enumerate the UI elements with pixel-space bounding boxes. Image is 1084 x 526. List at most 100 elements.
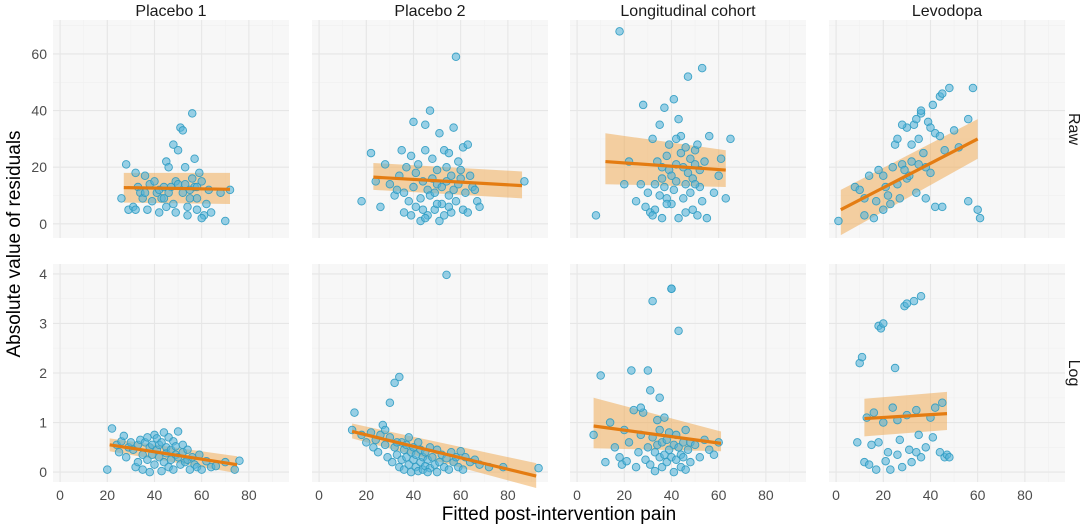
- y-tick-label: 0: [39, 216, 47, 232]
- data-point: [681, 208, 690, 217]
- data-point: [674, 114, 683, 124]
- data-point: [867, 440, 876, 450]
- data-point: [601, 457, 610, 467]
- x-tick-label: 80: [1017, 487, 1033, 503]
- data-point: [879, 418, 888, 427]
- data-point: [669, 185, 679, 195]
- data-point: [897, 120, 907, 130]
- panel-0-0: [53, 20, 289, 238]
- data-point: [366, 148, 376, 158]
- data-point: [423, 467, 432, 477]
- data-point: [638, 100, 648, 110]
- data-point: [157, 466, 166, 476]
- y-tick-label: 20: [31, 159, 47, 175]
- data-point: [660, 413, 669, 422]
- data-point: [458, 465, 468, 474]
- data-point: [690, 179, 700, 189]
- data-point: [183, 445, 192, 455]
- data-point: [169, 465, 178, 474]
- data-point: [636, 179, 646, 189]
- data-point: [681, 143, 690, 152]
- x-tick-label: 60: [453, 487, 469, 503]
- data-point: [117, 194, 126, 203]
- regression-line: [605, 159, 726, 172]
- data-point: [421, 145, 430, 155]
- data-point: [409, 117, 418, 127]
- data-point: [463, 208, 473, 217]
- data-point: [945, 83, 954, 93]
- data-point: [697, 63, 707, 73]
- data-point: [676, 148, 686, 158]
- data-point: [197, 213, 206, 223]
- facet-title-0: Placebo 1: [135, 3, 206, 20]
- data-point: [909, 296, 919, 306]
- y-tick-label: 0: [39, 464, 47, 480]
- data-point: [357, 196, 366, 206]
- data-point: [397, 145, 406, 155]
- data-point: [404, 433, 414, 442]
- x-tick-label: 60: [194, 487, 210, 503]
- data-point: [921, 194, 931, 203]
- data-point: [192, 194, 202, 203]
- data-point: [935, 131, 945, 141]
- data-point: [714, 171, 723, 180]
- data-point: [187, 174, 197, 183]
- data-point: [938, 398, 947, 407]
- data-point: [683, 72, 693, 81]
- data-point: [871, 465, 881, 474]
- data-point: [119, 431, 129, 441]
- data-point: [643, 188, 653, 197]
- data-point: [655, 191, 664, 200]
- data-point: [197, 465, 206, 474]
- data-point: [187, 109, 197, 118]
- data-point: [107, 424, 117, 433]
- data-point: [350, 408, 359, 417]
- data-point: [406, 211, 416, 220]
- y-tick-label: 60: [31, 46, 47, 62]
- data-point: [520, 177, 529, 186]
- x-tick-label: 40: [664, 487, 680, 503]
- data-point: [853, 438, 862, 447]
- data-point: [211, 461, 221, 471]
- data-point: [456, 447, 465, 456]
- data-point: [653, 415, 662, 425]
- data-point: [655, 393, 664, 403]
- panel-3-1: [829, 264, 1065, 482]
- data-point: [655, 425, 664, 435]
- data-point: [140, 188, 150, 197]
- panel-3-0: [829, 20, 1065, 238]
- data-point: [432, 199, 442, 209]
- data-point: [636, 403, 646, 412]
- data-point: [975, 213, 985, 223]
- data-point: [413, 160, 423, 169]
- x-tick-label: 40: [923, 487, 939, 503]
- data-point: [103, 465, 112, 474]
- data-point: [121, 160, 131, 169]
- data-point: [140, 171, 150, 180]
- data-point: [138, 465, 147, 474]
- data-point: [916, 291, 926, 301]
- x-tick-label: 60: [711, 487, 727, 503]
- data-point: [938, 202, 947, 212]
- data-point: [688, 205, 697, 214]
- data-point: [973, 205, 982, 214]
- panel-background: [570, 20, 806, 238]
- data-point: [655, 120, 664, 130]
- data-point: [221, 216, 230, 226]
- x-tick-label: 20: [616, 487, 632, 503]
- y-tick-label: 4: [39, 266, 47, 282]
- data-point: [428, 452, 437, 462]
- data-point: [869, 213, 879, 223]
- data-point: [591, 211, 601, 220]
- data-point: [879, 205, 888, 214]
- data-point: [669, 467, 679, 477]
- data-point: [164, 162, 173, 172]
- data-point: [413, 438, 423, 447]
- data-point: [907, 157, 916, 166]
- data-point: [380, 440, 390, 450]
- data-point: [451, 52, 461, 62]
- data-point: [721, 194, 731, 203]
- data-point: [589, 430, 598, 440]
- regression-line: [373, 175, 523, 188]
- data-point: [395, 372, 404, 382]
